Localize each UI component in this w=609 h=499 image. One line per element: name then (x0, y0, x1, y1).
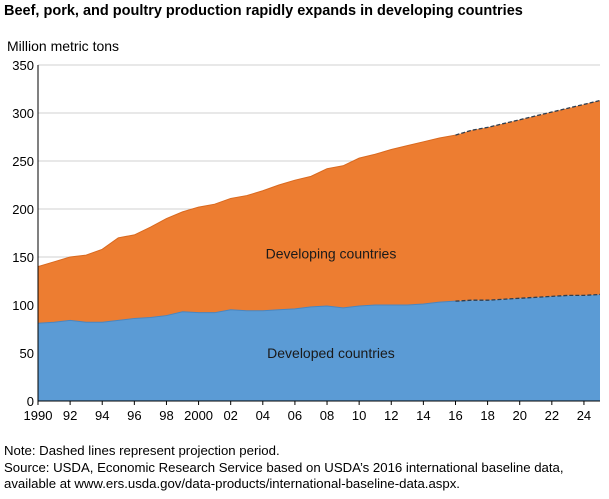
x-tick-label-1990: 1990 (24, 408, 53, 423)
area-series (38, 100, 600, 401)
x-tick-label-2022: 22 (545, 408, 559, 423)
series-lines (37, 99, 601, 324)
x-tick-label-2024: 24 (577, 408, 591, 423)
y-axis-label: Million metric tons (7, 38, 120, 54)
series-labels: Developing countries Developed countries (266, 246, 397, 361)
developed-countries-line-actual (37, 300, 456, 324)
x-tick-labels: 1990 92 94 96 98 2000 02 04 06 08 10 12 14 16 18 20 22 24 (24, 401, 591, 423)
developing-countries-line-actual (37, 134, 456, 268)
developing-countries-line-projection (455, 99, 601, 136)
x-tick-label-2016: 16 (448, 408, 462, 423)
x-tick-label-1998: 98 (159, 408, 173, 423)
y-tick-label-100: 100 (12, 298, 34, 313)
y-tick-label-300: 300 (12, 106, 34, 121)
developed-countries-label: Developed countries (267, 345, 395, 361)
y-tick-label-150: 150 (12, 250, 34, 265)
x-tick-label-1996: 96 (127, 408, 141, 423)
x-tick-label-1994: 94 (95, 408, 109, 423)
source-text-line-2: available at www.ers.usda.gov/data-produ… (4, 476, 460, 491)
x-tick-label-2002: 02 (223, 408, 237, 423)
x-tick-label-2014: 14 (416, 408, 430, 423)
x-tick-label-2006: 06 (288, 408, 302, 423)
x-tick-label-2000: 2000 (184, 408, 213, 423)
x-tick-label-2018: 18 (480, 408, 494, 423)
x-tick-label-1992: 92 (63, 408, 77, 423)
x-tick-label-2008: 08 (320, 408, 334, 423)
developing-countries-area (38, 100, 600, 324)
x-tick-label-2004: 04 (256, 408, 270, 423)
developed-countries-area (38, 294, 600, 401)
x-tick-label-2010: 10 (352, 408, 366, 423)
y-tick-label-50: 50 (20, 346, 34, 361)
note-text: Note: Dashed lines represent projection … (4, 443, 280, 458)
y-tick-label-0: 0 (27, 394, 34, 409)
y-tick-label-250: 250 (12, 154, 34, 169)
x-tick-label-2020: 20 (512, 408, 526, 423)
y-tick-label-200: 200 (12, 202, 34, 217)
chart-title: Beef, pork, and poultry production rapid… (4, 3, 523, 19)
chart-footnote: Note: Dashed lines represent projection … (4, 443, 564, 493)
axes (37, 65, 600, 402)
developing-countries-label: Developing countries (266, 246, 397, 262)
y-tick-label-350: 350 (12, 58, 34, 73)
developed-countries-line-projection (455, 293, 601, 302)
source-text-line-1: Source: USDA, Economic Research Service … (4, 459, 564, 475)
y-tick-labels: 0 50 100 150 200 250 300 350 (12, 58, 34, 409)
x-tick-label-2012: 12 (384, 408, 398, 423)
